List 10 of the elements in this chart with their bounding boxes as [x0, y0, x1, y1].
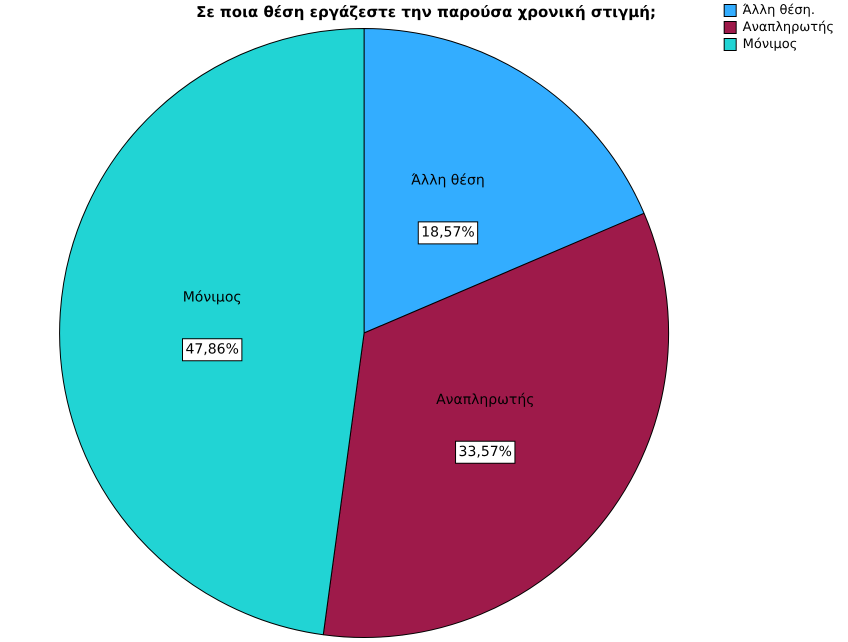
data-label: 33,57%	[458, 444, 512, 460]
legend-label: Αναπληρωτής	[742, 20, 834, 35]
text: Άλλη θέση	[411, 172, 485, 189]
legend-label: Μόνιμος	[742, 36, 798, 52]
slice-label: Μόνιμος	[182, 289, 242, 306]
slice-label: Αναπληρωτής	[436, 392, 534, 408]
data-label: 18,57%	[421, 224, 475, 241]
data-label: 47,86%	[185, 341, 239, 358]
legend-label: Άλλη θέση.	[742, 2, 816, 18]
chart-title: Σε ποια θέση εργάζεστε την παρούσα χρονική στιγμή;	[196, 2, 656, 21]
